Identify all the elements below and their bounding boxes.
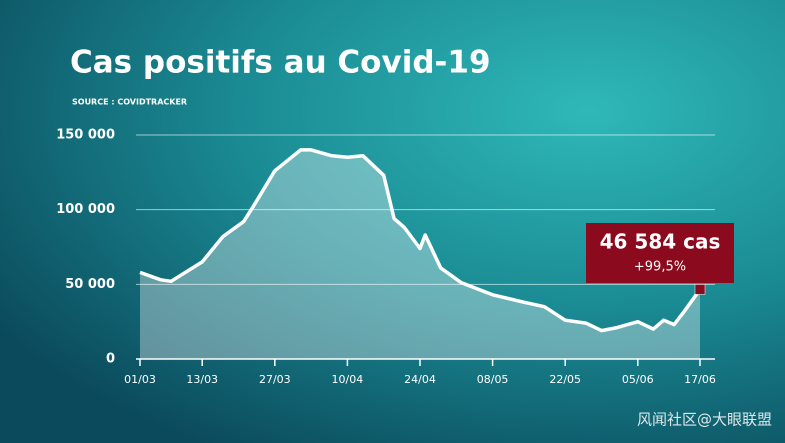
chart-subtitle: SOURCE : COVIDTRACKER <box>72 98 187 107</box>
x-tick-label: 13/03 <box>186 373 218 386</box>
line <box>139 148 702 333</box>
area <box>140 149 700 359</box>
x-tick-label: 05/06 <box>622 373 654 386</box>
chart-title: Cas positifs au Covid-19 <box>70 45 491 81</box>
x-tick-label: 22/05 <box>549 373 581 386</box>
y-tick-label: 100 000 <box>56 202 115 217</box>
callout-value: 46 584 cas <box>600 230 721 254</box>
x-tick-label: 01/03 <box>124 373 156 386</box>
callout-change: +99,5% <box>634 260 686 275</box>
x-tick-label: 10/04 <box>332 373 364 386</box>
y-tick-label: 0 <box>106 352 115 367</box>
callout-box <box>586 223 734 283</box>
y-tick-label: 50 000 <box>65 277 115 292</box>
x-tick-label: 24/04 <box>404 373 436 386</box>
x-tick-label: 08/05 <box>477 373 509 386</box>
y-tick-label: 150 000 <box>56 127 115 142</box>
watermark: 风闻社区@大眼联盟 <box>637 411 772 429</box>
x-tick-label: 27/03 <box>259 373 291 386</box>
x-tick-label: 17/06 <box>684 373 716 386</box>
last-point-marker <box>694 284 706 295</box>
